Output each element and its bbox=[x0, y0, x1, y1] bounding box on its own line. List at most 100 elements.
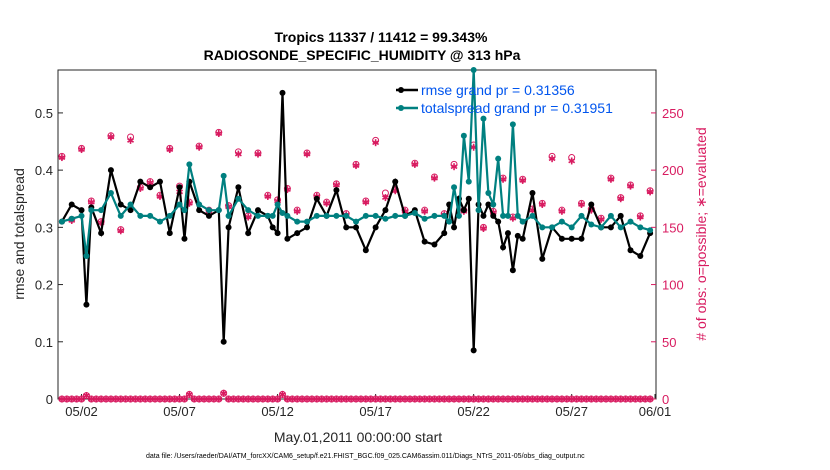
obs-evaluated-point bbox=[78, 146, 85, 154]
totalspread-point bbox=[402, 212, 409, 219]
rmse-point bbox=[353, 224, 360, 231]
rmse-point bbox=[245, 230, 252, 237]
obs-evaluated-point bbox=[519, 176, 527, 184]
totalspread-point bbox=[431, 212, 438, 219]
obs-evaluated-point bbox=[431, 174, 438, 182]
left-tick-label: 0.3 bbox=[35, 220, 53, 235]
rmse-point bbox=[333, 187, 340, 194]
totalspread-point bbox=[245, 207, 252, 214]
left-axis-label: rmse and totalspread bbox=[11, 168, 27, 300]
obs-evaluated-point bbox=[303, 150, 311, 158]
obs-evaluated-point bbox=[215, 130, 223, 138]
rmse-point bbox=[495, 218, 502, 225]
obs-evaluated-point bbox=[558, 207, 566, 215]
obs-evaluated-point bbox=[450, 163, 458, 171]
obs-evaluated-point bbox=[117, 227, 125, 235]
obs-evaluated-point-stroke bbox=[127, 137, 134, 143]
totalspread-point bbox=[509, 121, 516, 128]
obs-evaluated-point bbox=[127, 136, 134, 144]
obs-evaluated-point-stroke bbox=[480, 226, 487, 231]
chart-title-line2: RADIOSONDE_SPECIFIC_HUMIDITY @ 313 hPa bbox=[204, 47, 521, 63]
obs-bottom-evaluated-point bbox=[274, 395, 282, 403]
totalspread-point bbox=[514, 212, 521, 219]
footnote: data file: /Users/raeder/DAI/ATM_forcXX/… bbox=[146, 453, 585, 460]
obs-bottom-evaluated-point-stroke bbox=[78, 396, 85, 402]
rmse-point bbox=[269, 224, 276, 231]
totalspread-point bbox=[382, 215, 389, 222]
rmse-point bbox=[451, 224, 458, 231]
totalspread-point bbox=[294, 218, 301, 225]
totalspread-point bbox=[421, 215, 428, 222]
left-tick-label: 0.4 bbox=[35, 163, 53, 178]
totalspread-point bbox=[411, 210, 418, 217]
rmse-point bbox=[147, 184, 154, 191]
totalspread-point bbox=[117, 212, 124, 219]
obs-evaluated-point-stroke bbox=[372, 140, 380, 146]
obs-evaluated-point-stroke bbox=[293, 208, 301, 214]
rmse-point bbox=[362, 247, 369, 254]
obs-evaluated-point-stroke bbox=[558, 208, 566, 214]
rmse-point bbox=[568, 235, 575, 242]
obs-evaluated-point-stroke bbox=[303, 151, 311, 157]
obs-evaluated-point bbox=[254, 150, 262, 158]
obs-evaluated-point-stroke bbox=[509, 215, 517, 221]
obs-evaluated-point-stroke bbox=[332, 182, 340, 188]
obs-evaluated-point bbox=[548, 155, 556, 163]
right-axis-label: # of obs: o=possible; ∗=evaluated bbox=[693, 127, 709, 340]
obs-evaluated-point-stroke bbox=[87, 199, 95, 205]
rmse-point bbox=[220, 338, 227, 345]
totalspread-point bbox=[568, 224, 575, 231]
totalspread-point bbox=[98, 207, 105, 214]
rmse-point bbox=[68, 201, 75, 208]
obs-bottom-evaluated-point bbox=[646, 395, 654, 403]
totalspread-point bbox=[156, 218, 163, 225]
totalspread-point bbox=[480, 115, 487, 122]
left-tick-label: 0.5 bbox=[35, 106, 53, 121]
totalspread-point bbox=[83, 252, 90, 259]
obs-bottom-evaluated-point bbox=[185, 390, 193, 398]
totalspread-point bbox=[353, 218, 360, 225]
totalspread-point bbox=[205, 207, 212, 214]
totalspread-point bbox=[279, 210, 286, 217]
obs-evaluated-point bbox=[293, 207, 301, 215]
totalspread-point bbox=[313, 212, 320, 219]
totalspread-point bbox=[127, 201, 134, 208]
totalspread-point bbox=[460, 132, 467, 139]
obs-evaluated-point-stroke bbox=[244, 214, 252, 220]
rmse-point bbox=[98, 230, 105, 237]
totalspread-point bbox=[58, 218, 65, 225]
obs-evaluated-point bbox=[617, 195, 625, 203]
right-tick-label: 150 bbox=[662, 220, 684, 235]
rmse-point bbox=[181, 235, 188, 242]
totalspread-point bbox=[215, 207, 222, 214]
totalspread-point bbox=[598, 224, 605, 231]
obs-evaluated-point-stroke bbox=[431, 175, 438, 181]
totalspread-point bbox=[264, 212, 271, 219]
totalspread-point bbox=[539, 224, 546, 231]
obs-evaluated-point bbox=[234, 150, 242, 158]
totalspread-point bbox=[166, 212, 173, 219]
obs-evaluated-point-stroke bbox=[578, 202, 585, 207]
obs-evaluated-point bbox=[568, 157, 576, 165]
totalspread-point bbox=[451, 184, 458, 191]
totalspread-point bbox=[220, 172, 227, 179]
totalspread-point bbox=[181, 207, 188, 214]
obs-evaluated-point bbox=[362, 198, 370, 206]
totalspread-point bbox=[68, 215, 75, 222]
x-tick-label: 05/12 bbox=[261, 404, 294, 419]
right-tick-label: 200 bbox=[662, 163, 684, 178]
totalspread-point bbox=[500, 212, 507, 219]
totalspread-point bbox=[186, 161, 193, 168]
rmse-point bbox=[254, 207, 261, 214]
obs-evaluated-point bbox=[607, 175, 615, 183]
totalspread-point bbox=[88, 207, 95, 214]
rmse-point bbox=[274, 230, 281, 237]
obs-evaluated-point-stroke bbox=[215, 131, 223, 136]
totalspread-point bbox=[627, 218, 634, 225]
rmse-point bbox=[284, 235, 291, 242]
rmse-point bbox=[156, 178, 163, 185]
obs-evaluated-point bbox=[323, 199, 331, 207]
totalspread-point bbox=[465, 178, 472, 185]
totalspread-point bbox=[637, 224, 644, 231]
